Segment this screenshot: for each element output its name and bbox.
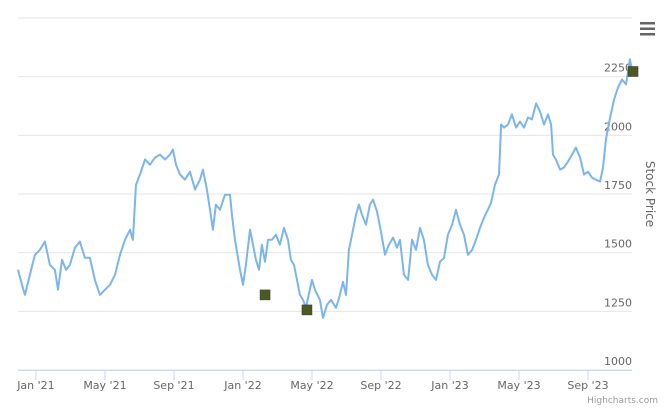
y-axis-title: Stock Price — [643, 161, 657, 227]
y-tick-label: 1500 — [604, 238, 632, 251]
price-line — [17, 58, 633, 319]
y-tick-label: 1250 — [604, 296, 632, 309]
menu-bar — [640, 22, 655, 25]
x-tick-label: May '21 — [83, 379, 126, 392]
x-tick-label: Sep '23 — [567, 379, 608, 392]
menu-button[interactable] — [638, 20, 658, 38]
x-tick-label: Jan '22 — [223, 379, 261, 392]
marker — [301, 304, 313, 316]
x-tick-label: Sep '22 — [360, 379, 401, 392]
y-tick-label: 2250 — [604, 62, 632, 75]
y-tick-label: 1000 — [604, 355, 632, 368]
credits[interactable]: Highcharts.com — [587, 396, 658, 406]
y-tick-label: 1750 — [604, 179, 632, 192]
y-tick-label: 2000 — [604, 120, 632, 133]
x-tick-label: Jan '23 — [430, 379, 468, 392]
menu-bar — [640, 33, 655, 36]
x-tick-label: May '22 — [290, 379, 333, 392]
x-tick-label: Sep '21 — [153, 379, 194, 392]
x-tick-label: Jan '21 — [16, 379, 54, 392]
marker — [259, 289, 271, 301]
marker — [627, 66, 639, 77]
menu-bar — [640, 27, 655, 30]
x-tick-label: May '23 — [497, 379, 540, 392]
